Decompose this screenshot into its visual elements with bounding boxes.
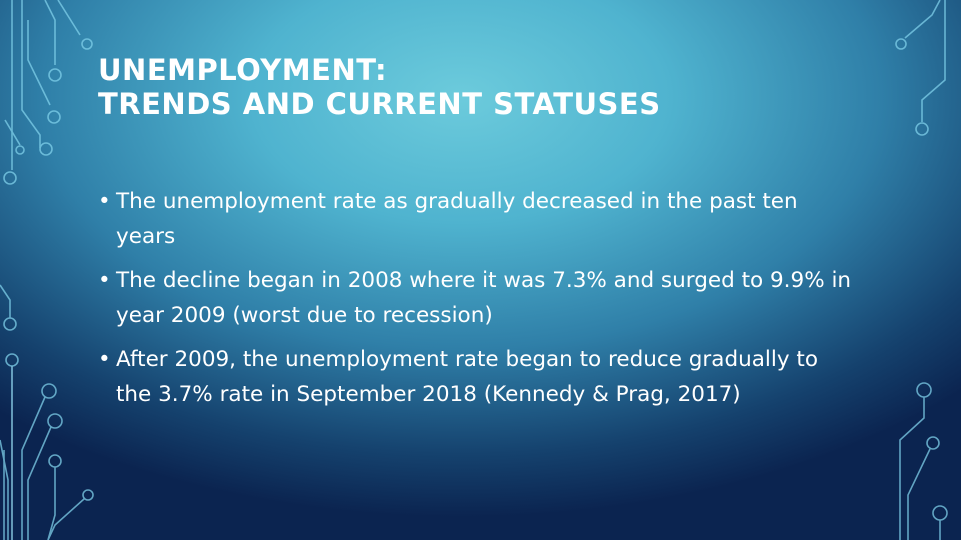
bullet-text: After 2009, the unemployment rate began …	[116, 347, 818, 407]
title-line-2: TRENDS AND CURRENT STATUSES	[98, 87, 661, 121]
bullet-icon: •	[98, 189, 111, 214]
bullet-item: • The unemployment rate as gradually decr…	[98, 184, 858, 254]
bullet-item: • The decline began in 2008 where it was …	[98, 263, 858, 333]
bullet-icon: •	[98, 347, 111, 372]
slide-title: UNEMPLOYMENT: TRENDS AND CURRENT STATUSE…	[98, 53, 661, 121]
bullet-text: The decline began in 2008 where it was 7…	[116, 268, 852, 328]
bullet-icon: •	[98, 268, 111, 293]
title-line-1: UNEMPLOYMENT:	[98, 53, 388, 87]
bullet-item: • After 2009, the unemployment rate began…	[98, 342, 858, 412]
bullet-text: The unemployment rate as gradually decre…	[116, 189, 798, 249]
bullet-list: • The unemployment rate as gradually decr…	[98, 184, 858, 421]
